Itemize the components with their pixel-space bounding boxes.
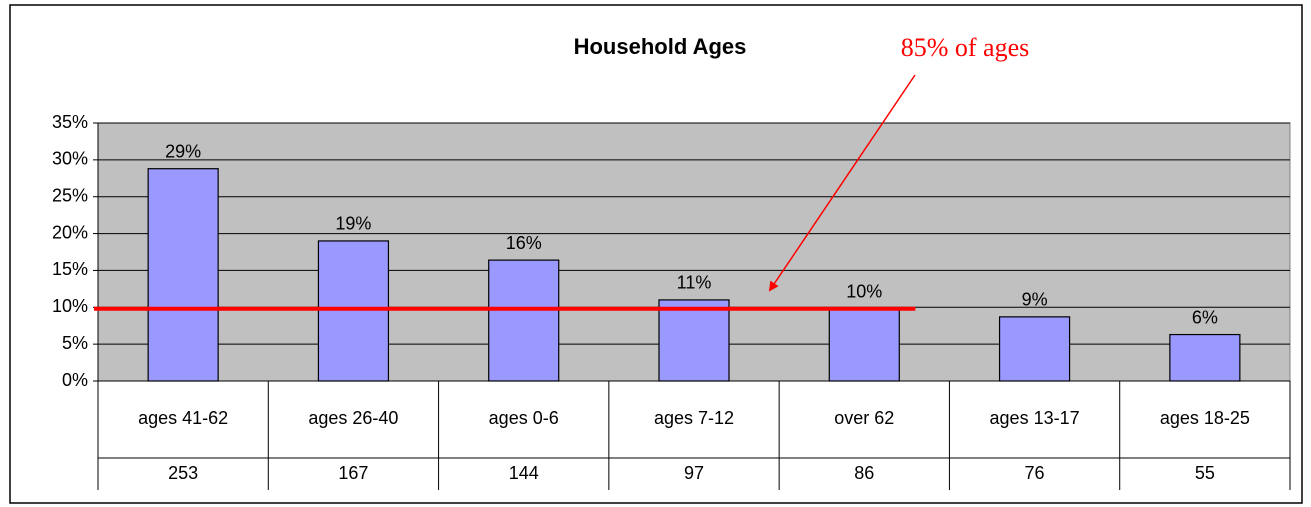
- x-tick-label: over 62: [834, 408, 894, 428]
- bar: [317, 240, 390, 382]
- y-tick-label: 20%: [52, 222, 88, 242]
- data-label: 11%: [677, 273, 712, 293]
- y-tick-label: 0%: [62, 370, 88, 390]
- count-label: 97: [684, 463, 704, 483]
- annotation-arrow: [768, 74, 916, 292]
- count-label: 167: [338, 463, 368, 483]
- count-label: 253: [168, 463, 198, 483]
- data-label: 6%: [1192, 307, 1218, 327]
- annotation-text: 85% of ages: [901, 33, 1030, 62]
- y-tick-label: 30%: [52, 149, 88, 169]
- bar: [998, 316, 1071, 382]
- data-label: 19%: [335, 214, 371, 234]
- y-tick-label: 15%: [52, 259, 88, 279]
- y-tick-label: 25%: [52, 185, 88, 205]
- bar: [1169, 333, 1241, 382]
- y-tick-label: 5%: [62, 333, 88, 353]
- count-label: 55: [1195, 463, 1215, 483]
- count-label: 144: [509, 463, 539, 483]
- data-label: 9%: [1022, 290, 1048, 310]
- bar: [147, 168, 219, 382]
- x-tick-label: ages 0-6: [489, 408, 559, 428]
- count-label: 76: [1025, 463, 1045, 483]
- count-label: 86: [854, 463, 874, 483]
- data-label: 16%: [506, 233, 542, 253]
- data-label: 10%: [846, 282, 882, 302]
- x-tick-label: ages 13-17: [990, 408, 1080, 428]
- x-tick-label: ages 41-62: [138, 408, 228, 428]
- bar: [828, 308, 900, 382]
- bar: [658, 299, 730, 382]
- y-tick-label: 35%: [52, 112, 88, 132]
- x-tick-label: ages 7-12: [654, 408, 734, 428]
- bar: [488, 259, 560, 382]
- data-label: 29%: [165, 141, 201, 161]
- x-tick-label: ages 18-25: [1160, 408, 1250, 428]
- y-tick-label: 10%: [52, 296, 88, 316]
- x-tick-label: ages 26-40: [308, 408, 398, 428]
- chart-title: Household Ages: [574, 34, 747, 59]
